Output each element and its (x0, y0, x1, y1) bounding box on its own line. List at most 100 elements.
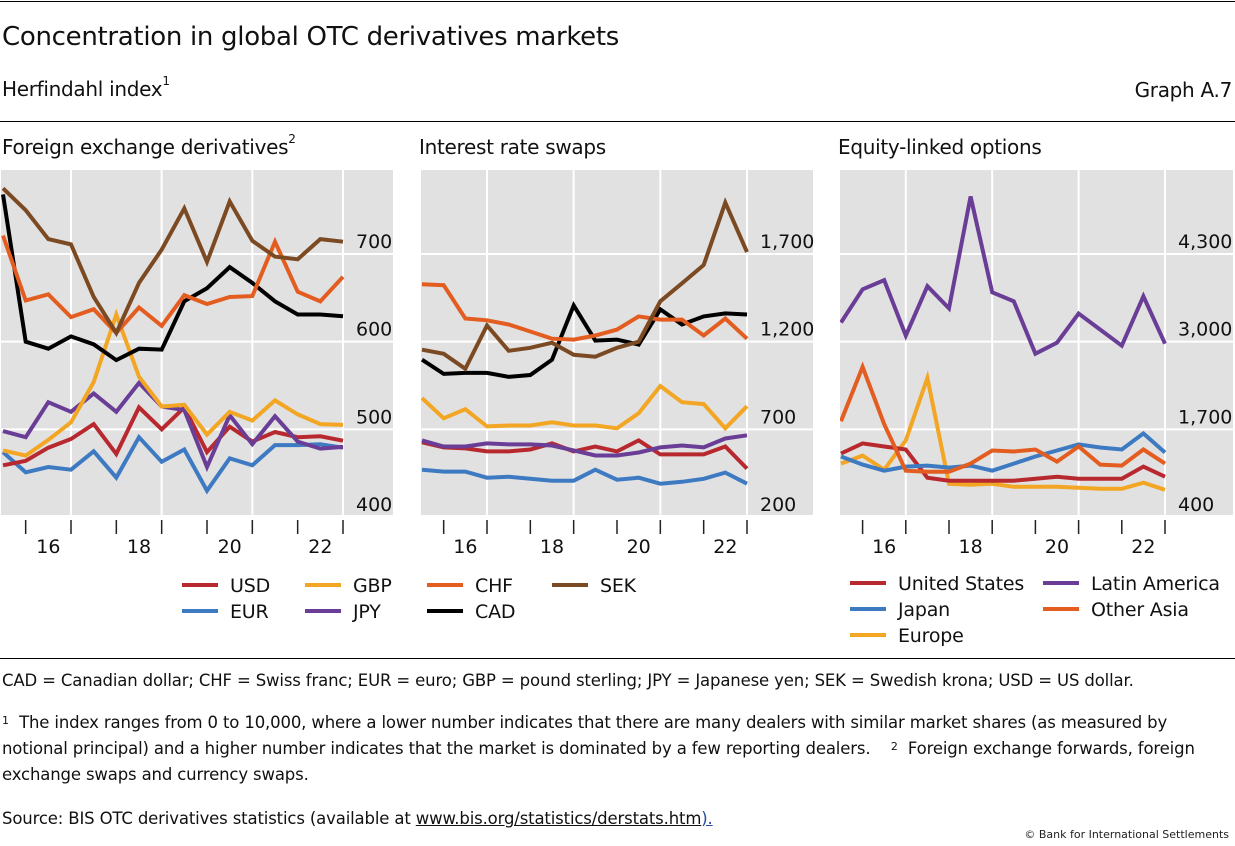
legend-item-chf: CHF (427, 575, 513, 597)
legend-item-united-states: United States (850, 573, 1024, 595)
source-note: Source: BIS OTC derivatives statistics (… (2, 806, 1234, 832)
legend-label: SEK (600, 575, 636, 597)
y-tick-label: 4,300 (1178, 231, 1232, 253)
legend-item-europe: Europe (850, 625, 964, 647)
y-tick-label: 3,000 (1178, 319, 1232, 341)
legend-swatch (427, 608, 463, 613)
y-tick-label: 500 (356, 406, 392, 428)
source-prefix: Source: BIS OTC derivatives statistics (… (2, 809, 416, 828)
source-suffix: ). (701, 809, 713, 828)
x-tick-label: 16 (453, 536, 477, 558)
y-tick-label: 600 (356, 319, 392, 341)
legend-swatch (182, 582, 218, 587)
footnote-1-text: The index ranges from 0 to 10,000, where… (2, 713, 1168, 758)
legend-label: GBP (353, 575, 392, 597)
series-line-usd (2, 404, 344, 468)
legend-label: CAD (475, 601, 516, 623)
legend-swatch (850, 606, 886, 611)
legend-label: Latin America (1091, 573, 1220, 595)
panel-fx: 400 500 600 700 16 18 20 22 (1, 170, 393, 558)
panel-title-fx-text: Foreign exchange derivatives (2, 135, 289, 159)
subtitle-text: Herfindahl index (2, 77, 163, 101)
x-tick-label: 18 (959, 536, 983, 558)
series-line-eur (421, 467, 748, 486)
footnote-1-marker: 1 (2, 714, 9, 727)
y-tick-label: 200 (760, 494, 796, 516)
series-line-gbp (2, 308, 344, 458)
legend-item-eur: EUR (182, 601, 269, 623)
series-line-sek (421, 197, 749, 372)
copyright: © Bank for International Settlements (1024, 828, 1229, 841)
legend-item-usd: USD (182, 575, 270, 597)
legend-item-other-asia: Other Asia (1043, 599, 1189, 621)
x-tick-label: 22 (308, 536, 332, 558)
y-tick-label: 700 (356, 231, 392, 253)
series-line-japan (840, 430, 1167, 473)
x-tick-label: 22 (713, 536, 737, 558)
series-line-cad (1, 194, 344, 363)
legend-swatch (850, 632, 886, 637)
series-line-eur (1, 433, 344, 495)
legend-swatch (552, 582, 588, 587)
legend-label: CHF (475, 575, 513, 597)
legend-label: Japan (898, 599, 950, 621)
x-tick-label: 16 (36, 536, 60, 558)
series-line-gbp (421, 383, 749, 432)
series-line-other-asia (840, 361, 1167, 474)
legend-label: USD (230, 575, 270, 597)
panel-irs: 200 700 1,200 1,700 16 18 20 22 (421, 170, 814, 558)
legend-label: JPY (353, 601, 381, 623)
abbreviations-note: CAD = Canadian dollar; CHF = Swiss franc… (2, 671, 1134, 690)
panel-title-fx: Foreign exchange derivatives2 (2, 132, 296, 159)
legend-item-japan: Japan (850, 599, 950, 621)
legend-item-sek: SEK (552, 575, 636, 597)
top-rule (0, 1, 1235, 2)
y-tick-label: 1,200 (760, 319, 814, 341)
legend-swatch (850, 580, 886, 585)
subtitle-footnote-marker: 1 (162, 74, 170, 88)
series-line-usd (421, 438, 749, 471)
x-tick-label: 18 (540, 536, 564, 558)
panel-equity: 400 1,700 3,000 4,300 16 18 20 22 (840, 170, 1233, 558)
footer-rule (0, 658, 1235, 659)
legend-swatch (182, 608, 218, 613)
footnotes: 1 The index ranges from 0 to 10,000, whe… (2, 710, 1234, 788)
legend-label: Other Asia (1091, 599, 1189, 621)
graph-id: Graph A.7 (1134, 78, 1233, 102)
series-line-cad (421, 300, 748, 379)
series-line-jpy (2, 379, 344, 473)
series-line-sek (1, 186, 344, 338)
panel-title-fx-footnote-marker: 2 (288, 132, 296, 146)
y-tick-label: 400 (1178, 494, 1214, 516)
x-tick-label: 22 (1131, 536, 1155, 558)
y-tick-label: 1,700 (1178, 406, 1232, 428)
panel-title-irs: Interest rate swaps (419, 135, 606, 159)
legend-swatch (305, 582, 341, 587)
legend-label: Europe (898, 625, 964, 647)
x-tick-label: 18 (127, 536, 151, 558)
page-title: Concentration in global OTC derivatives … (2, 22, 620, 52)
series-line-jpy (421, 433, 748, 458)
legend-swatch (1043, 606, 1079, 611)
panel-title-equity: Equity-linked options (838, 135, 1042, 159)
footnote-2-text: Foreign exchange forwards, foreign excha… (2, 739, 1195, 784)
footnote-2-marker: 2 (890, 740, 898, 753)
legend-swatch (1043, 580, 1079, 585)
legend-swatch (305, 608, 341, 613)
series-line-europe (840, 370, 1166, 492)
x-tick-label: 16 (872, 536, 896, 558)
source-link[interactable]: www.bis.org/statistics/derstats.htm (415, 809, 702, 828)
series-line-chf (1, 234, 345, 336)
x-tick-label: 20 (218, 536, 242, 558)
header-rule (0, 121, 1235, 122)
legend-item-gbp: GBP (305, 575, 392, 597)
legend-label: EUR (230, 601, 269, 623)
x-tick-label: 20 (1045, 536, 1069, 558)
x-tick-label: 20 (627, 536, 651, 558)
series-line-chf (421, 282, 749, 342)
y-tick-label: 1,700 (760, 231, 814, 253)
legend-item-jpy: JPY (305, 601, 381, 623)
y-tick-label: 400 (356, 494, 392, 516)
legend-item-latin-america: Latin America (1043, 573, 1220, 595)
